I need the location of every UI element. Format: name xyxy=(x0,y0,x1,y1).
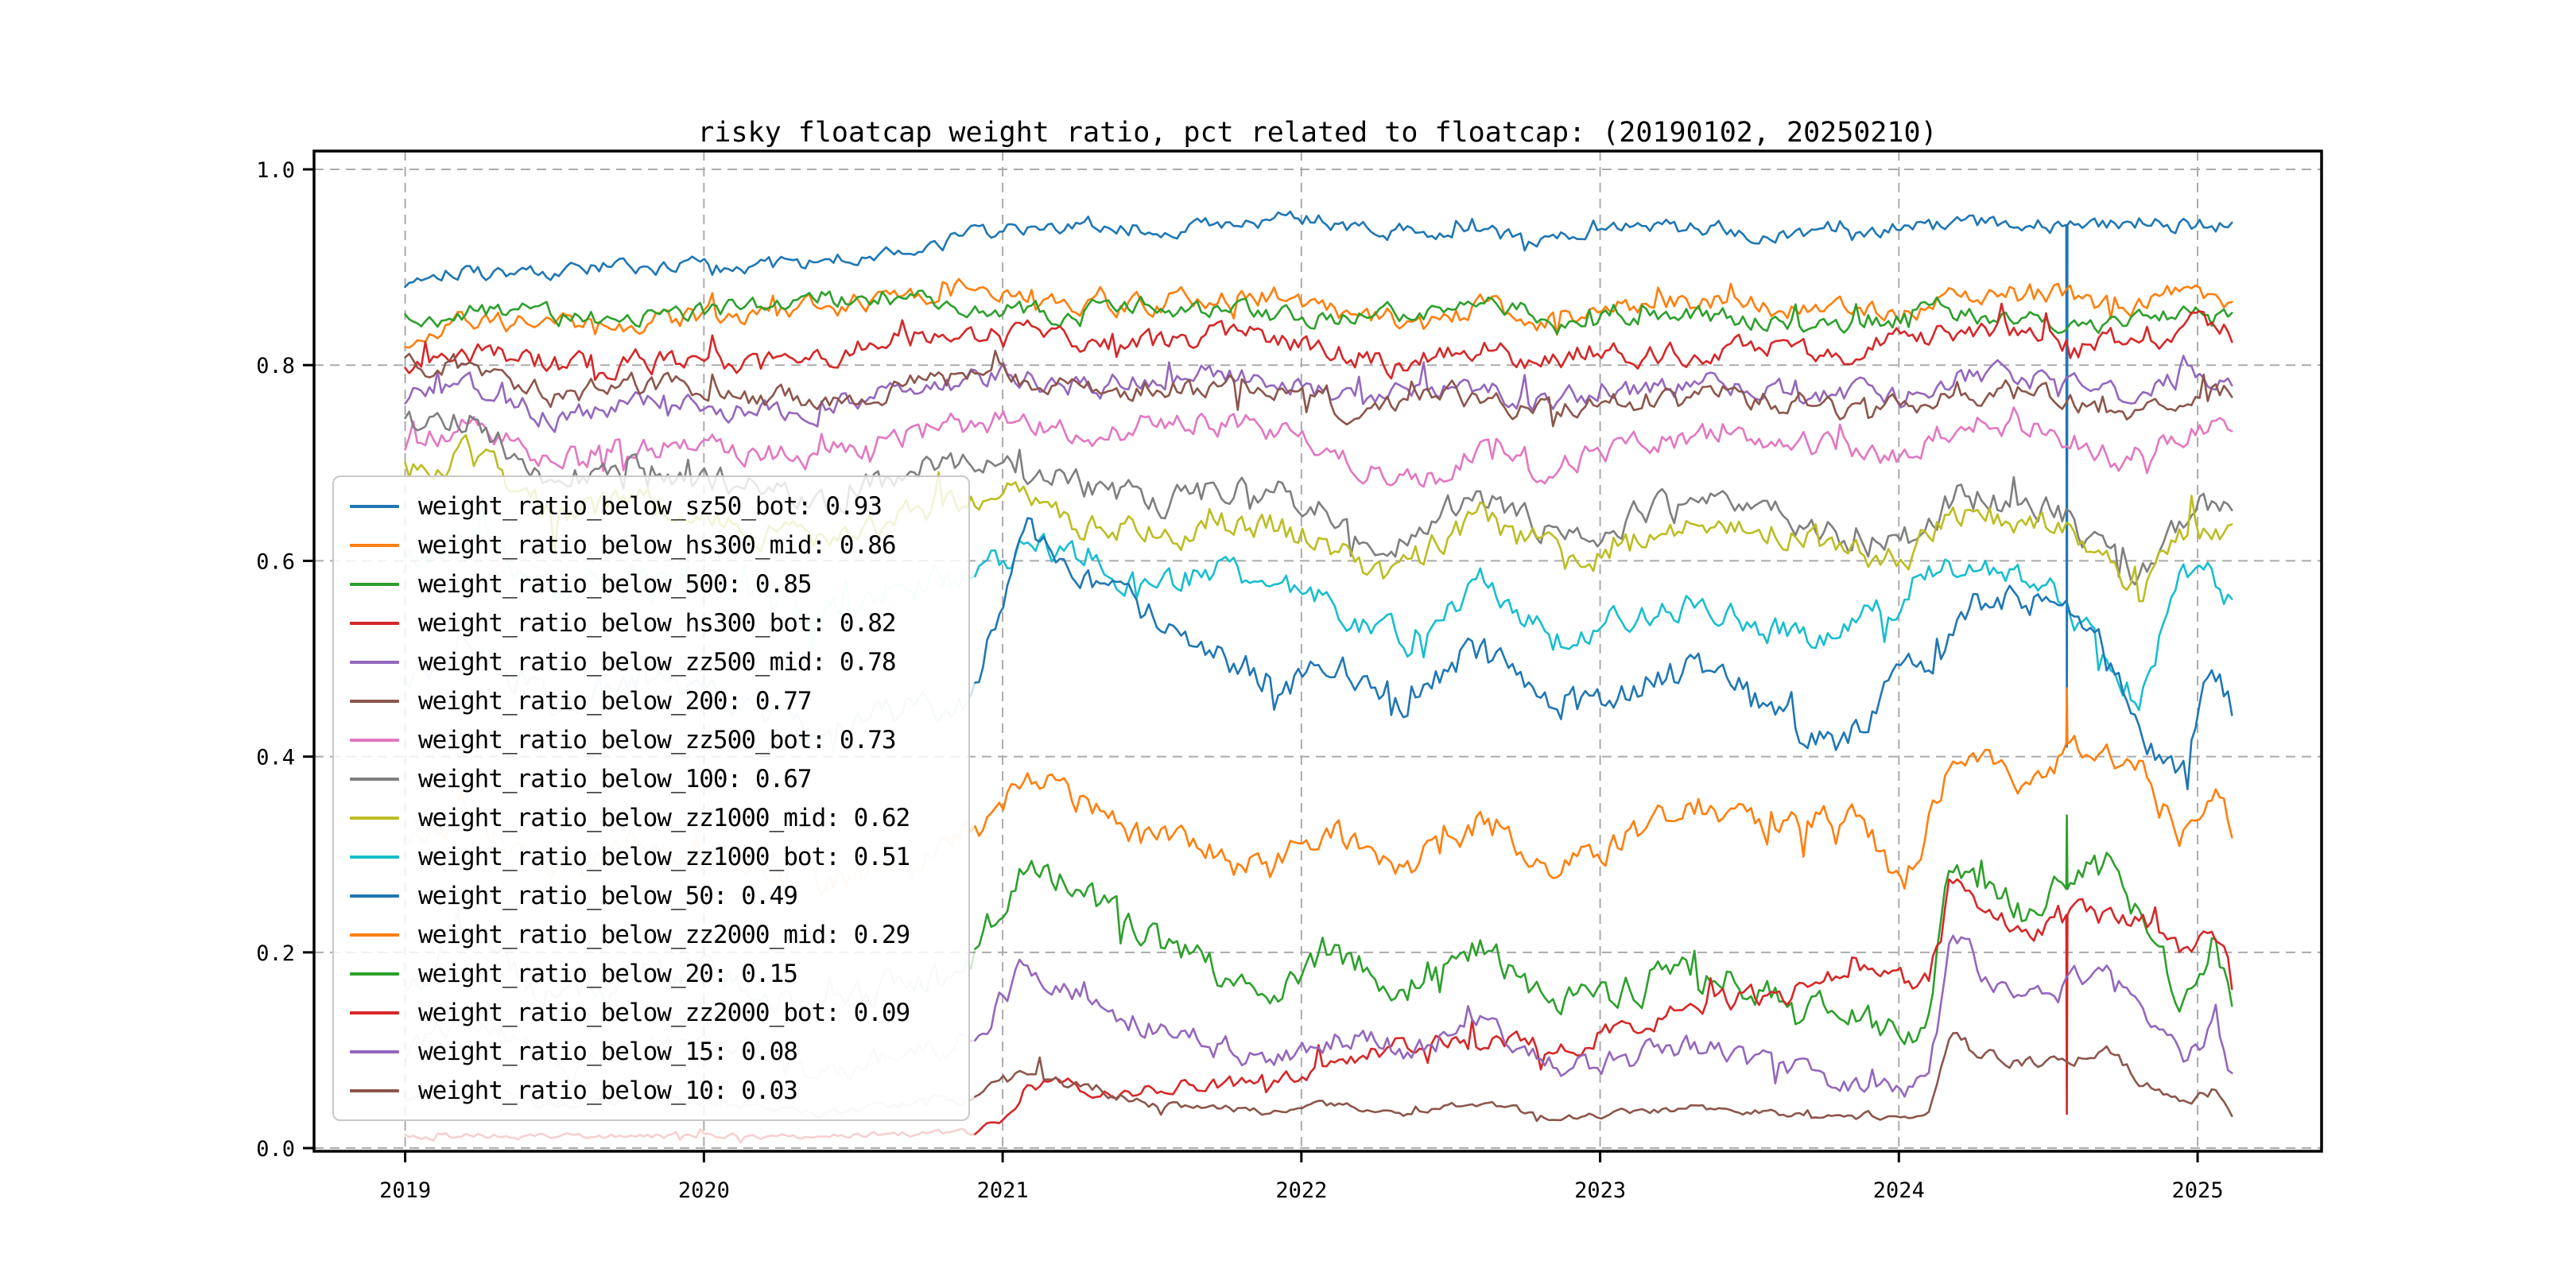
legend-item: weight_ratio_below_15: 0.08 xyxy=(350,1038,964,1066)
y-tick-label: 0.0 xyxy=(256,1137,295,1162)
legend-line-swatch-icon xyxy=(350,738,399,742)
x-tick-label: 2024 xyxy=(1873,1178,1925,1203)
legend-line-swatch-icon xyxy=(350,1011,399,1014)
legend-line-swatch-icon xyxy=(350,816,399,820)
legend-label: weight_ratio_below_10: 0.03 xyxy=(418,1076,798,1105)
legend-label: weight_ratio_below_zz500_mid: 0.78 xyxy=(418,647,897,677)
y-tick-label: 1.0 xyxy=(256,158,295,183)
legend-label: weight_ratio_below_200: 0.77 xyxy=(418,686,813,716)
y-tick-label: 0.8 xyxy=(256,354,295,378)
series-line-weight_ratio_below_200 xyxy=(404,349,2233,428)
series-line-weight_ratio_below_sz50_bot xyxy=(404,210,2233,748)
legend-item: weight_ratio_below_hs300_bot: 0.82 xyxy=(350,609,964,638)
legend-item: weight_ratio_below_zz1000_mid: 0.62 xyxy=(350,804,964,832)
series-line-weight_ratio_below_15 xyxy=(974,934,2233,1098)
plot-border xyxy=(312,149,2323,1153)
legend-line-swatch-icon xyxy=(350,699,399,703)
legend-line-swatch-icon xyxy=(350,582,399,586)
legend-line-swatch-icon xyxy=(350,660,399,664)
series-line-weight_ratio_below_zz500_bot xyxy=(404,406,2233,488)
legend-item: weight_ratio_below_zz1000_bot: 0.51 xyxy=(350,843,964,871)
legend-label: weight_ratio_below_500: 0.85 xyxy=(418,569,813,599)
series-line-weight_ratio_below_10 xyxy=(974,1031,2233,1123)
legend-item: weight_ratio_below_100: 0.67 xyxy=(350,765,964,793)
legend-item: weight_ratio_below_500: 0.85 xyxy=(350,570,964,599)
series-line-weight_ratio_below_hs300_mid xyxy=(404,277,2233,349)
legend-label: weight_ratio_below_15: 0.08 xyxy=(418,1037,798,1066)
legend-label: weight_ratio_below_sz50_bot: 0.93 xyxy=(418,491,883,521)
legend-line-swatch-icon xyxy=(350,1088,399,1092)
series-line-weight_ratio_below_50 xyxy=(974,517,2233,791)
legend-label: weight_ratio_below_zz2000_bot: 0.09 xyxy=(418,998,910,1027)
series-line-weight_ratio_below_zz2000_mid xyxy=(974,687,2233,890)
legend-item: weight_ratio_below_hs300_mid: 0.86 xyxy=(350,531,964,560)
legend-line-swatch-icon xyxy=(350,777,399,781)
legend-line-swatch-icon xyxy=(350,933,399,937)
legend-line-swatch-icon xyxy=(350,894,399,898)
legend-label: weight_ratio_below_20: 0.15 xyxy=(418,959,798,988)
legend-line-swatch-icon xyxy=(350,621,399,625)
legend-item: weight_ratio_below_50: 0.49 xyxy=(350,882,964,910)
legend-label: weight_ratio_below_zz2000_mid: 0.29 xyxy=(418,920,910,949)
x-tick-label: 2019 xyxy=(379,1178,431,1203)
legend-label: weight_ratio_below_hs300_mid: 0.86 xyxy=(418,530,897,560)
legend-item: weight_ratio_below_10: 0.03 xyxy=(350,1077,964,1105)
legend-line-swatch-icon xyxy=(350,972,399,976)
series-line-weight_ratio_below_hs300_bot xyxy=(404,302,2233,382)
legend-label: weight_ratio_below_50: 0.49 xyxy=(418,881,798,910)
x-tick-label: 2021 xyxy=(977,1178,1029,1203)
chart-title: risky floatcap weight ratio, pct related… xyxy=(697,117,1937,149)
legend-item: weight_ratio_below_sz50_bot: 0.93 xyxy=(350,492,964,521)
x-tick-label: 2020 xyxy=(678,1178,730,1203)
legend-item: weight_ratio_below_zz500_mid: 0.78 xyxy=(350,648,964,677)
series-line-weight_ratio_below_zz2000_bot xyxy=(974,878,2233,1135)
y-tick-label: 0.6 xyxy=(256,549,295,574)
legend-label: weight_ratio_below_hs300_bot: 0.82 xyxy=(418,608,897,638)
x-tick-label: 2022 xyxy=(1275,1178,1327,1203)
y-tick-label: 0.4 xyxy=(256,746,295,770)
legend-line-swatch-icon xyxy=(350,1049,399,1053)
series-line-weight_ratio_below_zz1000_bot xyxy=(974,533,2233,712)
series-line-weight_ratio_below_zz500_mid xyxy=(404,355,2233,433)
series-line-weight_ratio_below_zz2000_bot xyxy=(404,1127,976,1144)
y-tick-label: 0.2 xyxy=(256,941,295,966)
series-line-weight_ratio_below_500 xyxy=(404,289,2233,336)
legend: weight_ratio_below_sz50_bot: 0.93 weight_… xyxy=(332,475,970,1121)
series-line-weight_ratio_below_20 xyxy=(974,814,2233,1046)
legend-item: weight_ratio_below_200: 0.77 xyxy=(350,687,964,716)
legend-label: weight_ratio_below_zz1000_mid: 0.62 xyxy=(418,803,910,832)
axes: 2019 2020 2021 2022 2023 2024 2025 0.0 0.2 0.4 0.6… xyxy=(256,149,2323,1203)
legend-label: weight_ratio_below_zz500_bot: 0.73 xyxy=(418,725,897,755)
legend-line-swatch-icon xyxy=(350,504,399,508)
x-tick-label: 2023 xyxy=(1574,1178,1626,1203)
legend-line-swatch-icon xyxy=(350,855,399,859)
legend-item: weight_ratio_below_zz500_bot: 0.73 xyxy=(350,726,964,755)
legend-item: weight_ratio_below_zz2000_mid: 0.29 xyxy=(350,921,964,949)
legend-line-swatch-icon xyxy=(350,543,399,547)
x-tick-label: 2025 xyxy=(2172,1178,2224,1203)
legend-label: weight_ratio_below_zz1000_bot: 0.51 xyxy=(418,842,910,871)
legend-item: weight_ratio_below_zz2000_bot: 0.09 xyxy=(350,999,964,1027)
legend-item: weight_ratio_below_20: 0.15 xyxy=(350,960,964,988)
legend-label: weight_ratio_below_100: 0.67 xyxy=(418,764,813,793)
